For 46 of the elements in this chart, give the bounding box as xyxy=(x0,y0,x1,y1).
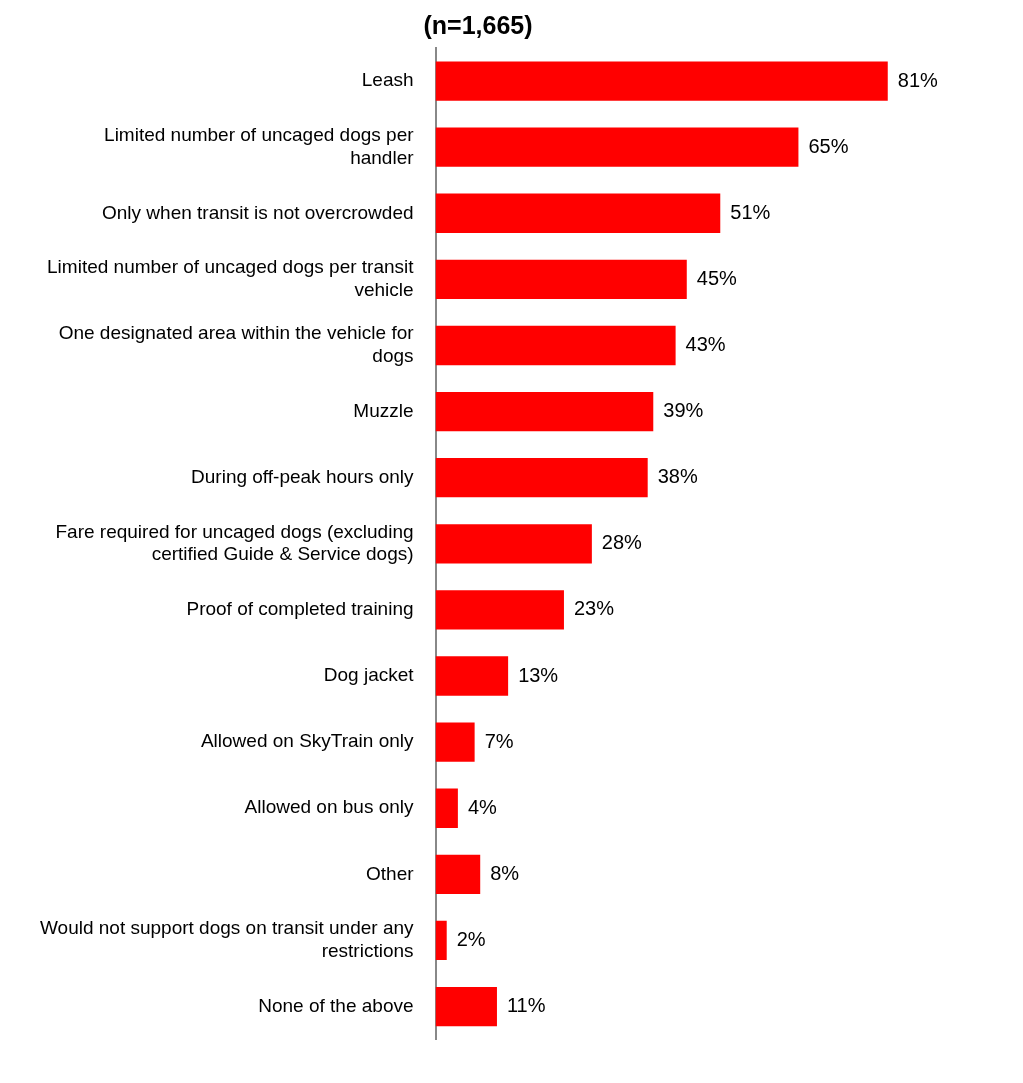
data-label: 23% xyxy=(573,597,615,620)
y-tick-label: During off-peak hours only xyxy=(191,465,415,487)
y-tick-label: Limited number of uncaged dogs per handler xyxy=(104,123,415,168)
data-label: 28% xyxy=(601,531,643,554)
data-label: 2% xyxy=(456,927,486,950)
bar xyxy=(435,391,654,432)
data-label: 13% xyxy=(518,663,559,686)
bar xyxy=(435,722,475,762)
data-label: 8% xyxy=(490,861,520,884)
bar xyxy=(435,524,592,564)
y-tick-label: Would not support dogs on transit under any restrictions xyxy=(39,917,415,962)
data-label: 51% xyxy=(730,200,771,223)
bar xyxy=(435,656,509,696)
y-tick-label: Allowed on bus only xyxy=(244,796,415,818)
y-tick-label: Other xyxy=(366,862,415,884)
data-label: 65% xyxy=(808,134,849,157)
data-label: 39% xyxy=(663,399,704,422)
bar xyxy=(435,61,888,101)
bar xyxy=(435,458,648,498)
y-tick-label: Only when transit is not overcrowded xyxy=(102,201,414,223)
bar xyxy=(435,325,676,366)
y-tick-label: Limited number of uncaged dogs per transit vehicle xyxy=(47,256,415,301)
bar xyxy=(435,193,721,233)
bar xyxy=(435,259,687,300)
y-tick-label: Fare required for uncaged dogs (excluding certified Guide & Service dogs) xyxy=(55,520,414,565)
bar xyxy=(435,127,799,167)
data-label: 43% xyxy=(685,333,726,355)
data-label: 38% xyxy=(657,465,698,488)
y-tick-label: Allowed on SkyTrain only xyxy=(200,730,415,752)
y-tick-label: Dog jacket xyxy=(323,664,415,686)
y-tick-label: One designated area within the vehicle for dogs xyxy=(58,322,415,367)
y-tick-label: None of the above xyxy=(258,994,414,1016)
data-label: 81% xyxy=(897,68,938,91)
data-label: 4% xyxy=(467,795,498,818)
data-label: 11% xyxy=(506,994,546,1017)
y-tick-label: Leash xyxy=(361,69,414,91)
bar xyxy=(435,788,458,828)
data-label: 45% xyxy=(696,266,738,289)
bar xyxy=(435,920,447,961)
y-tick-label: Proof of completed training xyxy=(186,598,414,620)
y-tick-label: Muzzle xyxy=(353,399,414,421)
bar xyxy=(435,854,481,894)
data-label: 7% xyxy=(484,729,514,752)
bar xyxy=(435,986,497,1027)
bar xyxy=(435,590,564,630)
chart-title: (n=1,665) xyxy=(423,10,533,39)
